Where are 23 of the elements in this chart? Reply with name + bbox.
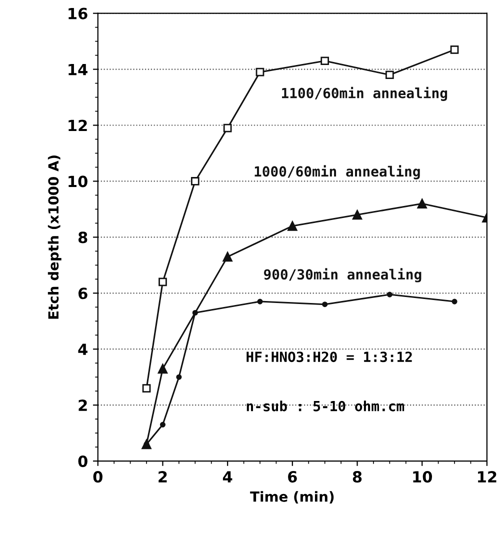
x-axis-title: Time (min) [250, 491, 334, 504]
y-tick-label: 10 [68, 176, 88, 188]
annotation: HF:HNO3:H20 = 1:3:12 [246, 352, 412, 362]
x-tick-label: 4 [222, 471, 232, 482]
series-label: 1100/60min annealing [282, 86, 448, 101]
series-label: 1000/60min annealing [254, 165, 420, 180]
y-tick-label: 6 [78, 288, 88, 300]
series-label: 900/30min annealing [264, 268, 422, 282]
x-tick-label: 2 [158, 471, 167, 482]
annotation: n-sub : 5-10 ohm.cm [246, 400, 404, 412]
y-tick-label: 8 [78, 232, 88, 244]
y-tick-label: 14 [68, 64, 88, 76]
y-tick-label: 4 [78, 344, 88, 355]
x-tick-label: 8 [352, 471, 362, 483]
x-tick-label: 6 [288, 471, 297, 483]
y-tick-label: 16 [68, 8, 88, 20]
y-tick-label: 2 [78, 400, 87, 411]
x-tick-label: 0 [93, 471, 102, 483]
x-tick-label: 12 [478, 471, 496, 482]
x-tick-label: 10 [413, 471, 432, 483]
y-tick-label: 0 [78, 456, 88, 468]
y-axis-title: Etch depth (x1000 A) [48, 156, 62, 319]
y-tick-label: 12 [68, 120, 87, 132]
